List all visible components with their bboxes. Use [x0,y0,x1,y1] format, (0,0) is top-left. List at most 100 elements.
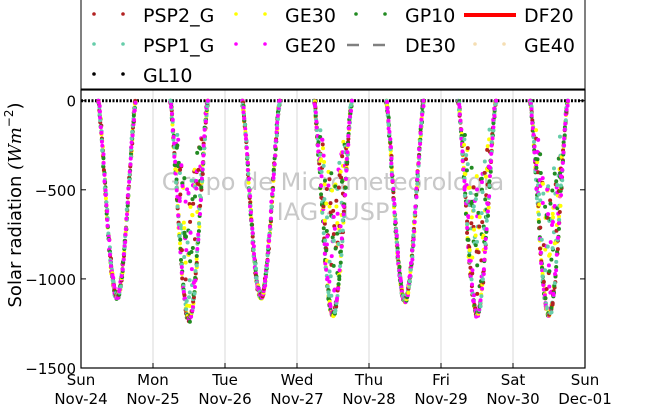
legend-label: PSP2_G [143,5,214,27]
point-psp1-g [552,281,557,286]
point-ge20 [326,183,331,188]
x-tick-label-date: Nov-29 [414,390,467,408]
point-ge20 [457,112,462,117]
point-ge20 [556,235,561,240]
point-psp1-g [333,308,338,313]
point-ge20 [170,128,175,133]
data-points [81,98,585,324]
point-ge20 [100,143,105,148]
point-ge20 [464,183,469,188]
point-ge20 [248,194,253,199]
point-psp2-g [464,157,469,162]
point-ge30 [327,204,332,209]
point-ge20 [173,159,178,164]
point-ge20 [127,179,132,184]
point-ge20 [200,167,205,172]
point-gp10 [386,115,391,120]
point-psp2-g [180,276,185,281]
point-psp2-g [331,208,336,213]
point-ge20 [538,250,543,255]
point-ge20 [125,200,130,205]
y-tick-label: −500 [35,182,76,200]
point-ge20 [331,214,336,219]
point-ge20 [479,180,484,185]
point-ge20 [244,145,249,150]
point-ge20 [531,132,536,137]
point-psp1-g [174,180,179,185]
point-psp2-g [198,203,203,208]
point-ge20 [478,298,483,303]
point-ge30 [473,233,478,238]
point-psp1-g [419,120,424,125]
point-ge20 [385,106,390,111]
point-ge20 [345,150,350,155]
point-psp1-g [327,259,332,264]
point-psp1-g [177,170,182,175]
point-ge20 [470,268,475,273]
point-gp10 [336,282,341,287]
point-ge20 [273,138,278,143]
point-ge30 [335,221,340,226]
point-ge20 [125,193,130,198]
point-ge20 [490,136,495,141]
legend-swatch [92,42,96,46]
point-psp2-g [322,221,327,226]
point-psp1-g [242,122,247,127]
point-ge20 [563,121,568,126]
point-gp10 [182,176,187,181]
legend-item-df20: DF20 [464,5,574,27]
point-gp10 [333,246,338,251]
point-ge20 [325,234,330,239]
point-psp1-g [536,192,541,197]
point-gp10 [343,185,348,190]
point-ge20 [103,192,108,197]
point-ge30 [487,137,492,142]
point-ge20 [529,113,534,118]
point-ge20 [471,293,476,298]
point-gp10 [183,234,188,239]
point-gp10 [175,143,180,148]
point-ge20 [387,129,392,134]
legend-item-psp1_g: PSP1_G [92,35,214,57]
point-psp1-g [468,190,473,195]
point-ge20 [180,184,185,189]
point-psp2-g [550,301,555,306]
point-psp1-g [473,197,478,202]
point-ge20 [460,159,465,164]
point-psp2-g [334,198,339,203]
point-psp1-g [340,228,345,233]
point-psp1-g [111,279,116,284]
point-ge20 [559,174,564,179]
point-ge20 [344,156,349,161]
point-ge20 [250,226,255,231]
point-gp10 [538,152,543,157]
point-psp2-g [320,142,325,147]
point-psp2-g [555,247,560,252]
point-ge20 [561,150,566,155]
point-psp1-g [546,184,551,189]
point-psp1-g [545,306,550,311]
point-ge20 [243,126,248,131]
point-gp10 [466,237,471,242]
point-ge20 [392,201,397,206]
point-ge20 [540,201,545,206]
point-ge20 [123,232,128,237]
point-psp1-g [557,134,562,139]
point-ge20 [107,252,112,257]
point-psp1-g [462,193,467,198]
legend-swatch [263,42,267,46]
point-ge20 [324,242,329,247]
point-gp10 [556,226,561,231]
point-ge20 [102,179,107,184]
point-gp10 [483,197,488,202]
point-psp2-g [324,187,329,192]
point-ge20 [545,187,550,192]
point-ge20 [201,153,206,158]
point-gp10 [338,249,343,254]
point-ge20 [176,137,181,142]
point-ge20 [347,120,352,125]
point-ge20 [385,109,390,114]
point-ge20 [562,143,567,148]
point-psp1-g [200,179,205,184]
point-ge20 [529,107,534,112]
